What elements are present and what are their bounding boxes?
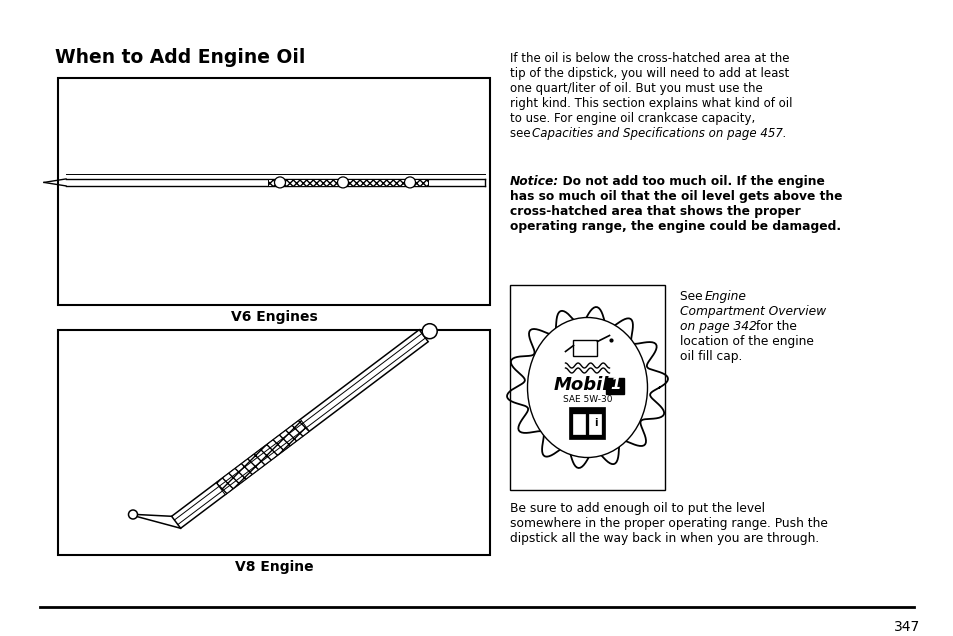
Text: Be sure to add enough oil to put the level: Be sure to add enough oil to put the lev… xyxy=(510,502,764,515)
Text: Mobil: Mobil xyxy=(554,375,609,394)
Text: for the: for the xyxy=(751,320,796,333)
Text: SAE 5W-30: SAE 5W-30 xyxy=(562,395,612,404)
Text: Compartment Overview: Compartment Overview xyxy=(679,305,825,318)
Text: 1: 1 xyxy=(610,377,620,392)
Text: has so much oil that the oil level gets above the: has so much oil that the oil level gets … xyxy=(510,190,841,203)
Ellipse shape xyxy=(527,317,647,457)
Text: Do not add too much oil. If the engine: Do not add too much oil. If the engine xyxy=(554,175,824,188)
Bar xyxy=(589,413,601,434)
Text: location of the engine: location of the engine xyxy=(679,335,813,348)
Text: tip of the dipstick, you will need to add at least: tip of the dipstick, you will need to ad… xyxy=(510,67,788,80)
Text: right kind. This section explains what kind of oil: right kind. This section explains what k… xyxy=(510,97,792,110)
Text: somewhere in the proper operating range. Push the: somewhere in the proper operating range.… xyxy=(510,517,827,530)
Text: dipstick all the way back in when you are through.: dipstick all the way back in when you ar… xyxy=(510,532,819,545)
Bar xyxy=(268,179,428,186)
Text: V8 Engine: V8 Engine xyxy=(234,560,313,574)
Bar xyxy=(58,330,490,555)
Bar xyxy=(606,378,624,394)
Bar xyxy=(510,285,664,490)
Bar xyxy=(573,340,597,356)
Text: see: see xyxy=(510,127,534,140)
Text: Engine: Engine xyxy=(704,290,746,303)
Circle shape xyxy=(337,177,348,188)
Text: cross-hatched area that shows the proper: cross-hatched area that shows the proper xyxy=(510,205,800,218)
Text: i: i xyxy=(593,417,597,427)
Text: on page 342: on page 342 xyxy=(679,320,756,333)
Text: one quart/liter of oil. But you must use the: one quart/liter of oil. But you must use… xyxy=(510,82,762,95)
Text: See: See xyxy=(679,290,706,303)
Bar xyxy=(58,78,490,305)
Circle shape xyxy=(274,177,285,188)
Bar xyxy=(569,406,605,438)
Circle shape xyxy=(129,510,137,519)
Text: oil fill cap.: oil fill cap. xyxy=(679,350,741,363)
Polygon shape xyxy=(172,329,428,529)
Circle shape xyxy=(404,177,416,188)
Polygon shape xyxy=(216,419,309,495)
Circle shape xyxy=(422,324,436,339)
Text: to use. For engine oil crankcase capacity,: to use. For engine oil crankcase capacit… xyxy=(510,112,755,125)
Text: If the oil is below the cross-hatched area at the: If the oil is below the cross-hatched ar… xyxy=(510,52,789,65)
Text: Capacities and Specifications on page 457.: Capacities and Specifications on page 45… xyxy=(532,127,786,140)
Text: operating range, the engine could be damaged.: operating range, the engine could be dam… xyxy=(510,220,841,233)
Bar xyxy=(573,413,585,434)
Text: V6 Engines: V6 Engines xyxy=(231,310,317,324)
Text: Notice:: Notice: xyxy=(510,175,558,188)
Text: 347: 347 xyxy=(893,620,919,634)
Text: When to Add Engine Oil: When to Add Engine Oil xyxy=(55,48,305,67)
